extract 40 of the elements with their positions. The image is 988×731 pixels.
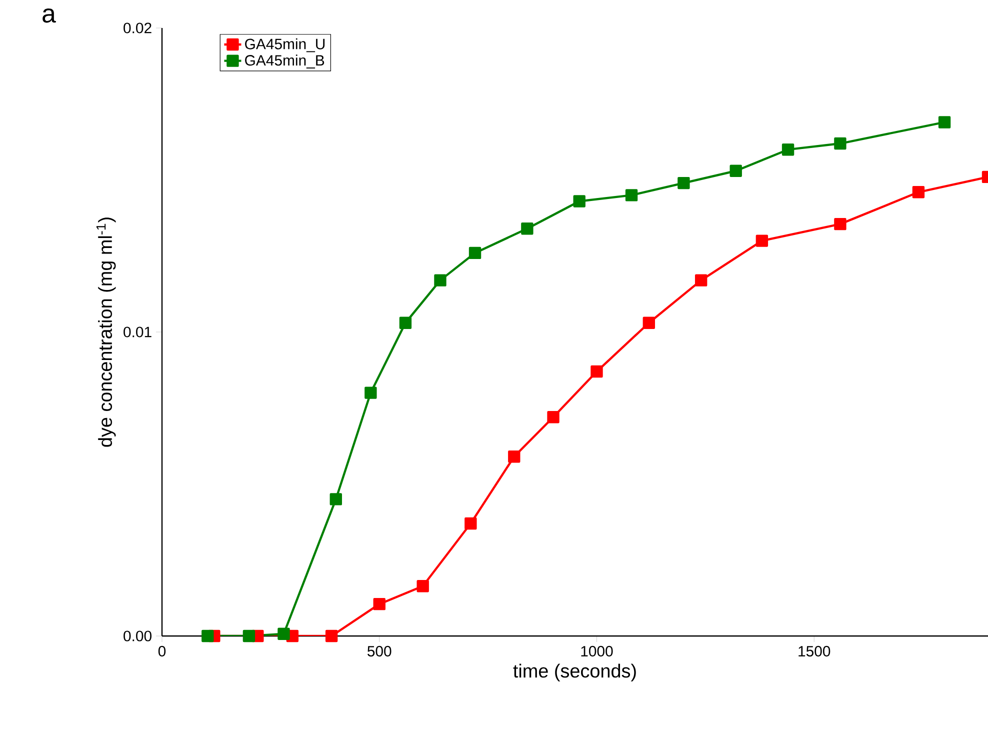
point: [325, 630, 338, 642]
point: [242, 630, 256, 642]
point: [912, 186, 925, 198]
point: [756, 234, 768, 247]
point: [468, 246, 482, 260]
x-tick-label: 1500: [798, 646, 830, 656]
point: [521, 222, 534, 235]
point: [694, 274, 708, 286]
point: [938, 116, 951, 128]
point: [373, 598, 386, 610]
point: [590, 365, 603, 378]
x-tick-label: 500: [368, 646, 392, 656]
point: [330, 493, 342, 506]
legend-label: GA45min_U: [245, 38, 325, 52]
point: [364, 386, 377, 399]
point: [573, 195, 586, 208]
point: [625, 189, 638, 202]
point: [642, 316, 656, 329]
point: [278, 628, 290, 640]
point: [547, 411, 560, 424]
point: [202, 630, 214, 642]
y-axis-title: dye concentration (mg ml$^{-1}$): [96, 218, 116, 447]
y-tick-label: 0.00: [124, 630, 152, 642]
point: [399, 316, 412, 329]
point: [730, 164, 742, 177]
point: [416, 580, 429, 592]
point: [834, 218, 846, 230]
point: [678, 176, 690, 190]
point: [508, 450, 520, 463]
point: [434, 274, 446, 286]
legend-label: GA45min_B: [245, 54, 324, 68]
y-tick-label: 0.01: [124, 326, 152, 338]
x-axis-title: time (seconds): [513, 664, 636, 682]
x-tick-label: 0: [158, 646, 166, 656]
y-tick-label: 0.02: [124, 22, 152, 34]
text: a: [42, 8, 56, 23]
x-tick-label: 1000: [581, 646, 613, 656]
point: [782, 144, 794, 156]
point: [834, 137, 846, 150]
point: [464, 517, 477, 530]
